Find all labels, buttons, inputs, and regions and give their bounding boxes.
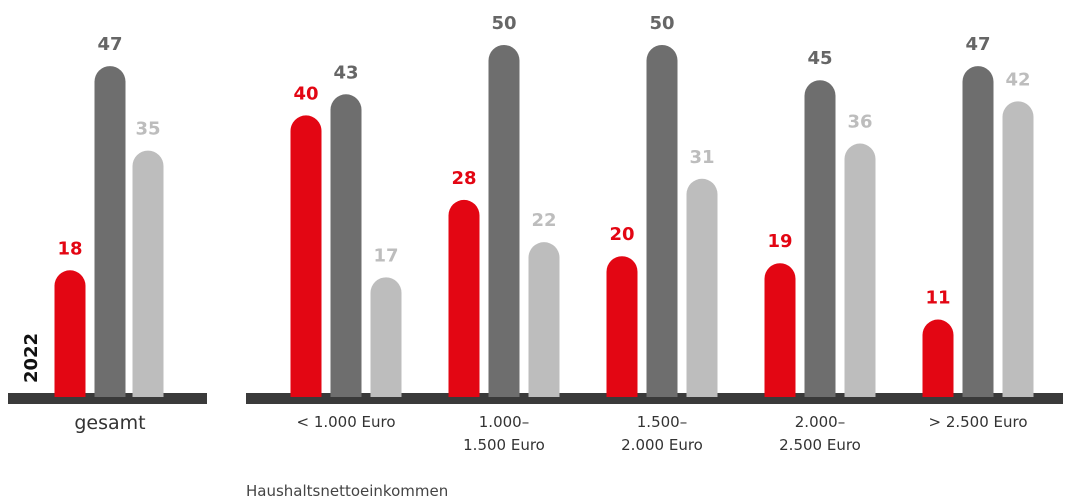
x-tick-label: > 2.500 Euro xyxy=(928,413,1028,431)
x-tick-label: 1.500– 2.000 Euro xyxy=(621,413,703,454)
value-label: 47 xyxy=(965,34,990,55)
value-label: 45 xyxy=(807,48,832,69)
bar xyxy=(132,150,164,397)
bar xyxy=(844,143,876,397)
value-label: 50 xyxy=(649,13,674,34)
bar xyxy=(54,270,86,397)
bar xyxy=(330,94,362,397)
value-label: 17 xyxy=(373,245,398,266)
x-axis-title: Haushaltsnettoeinkommen xyxy=(246,482,449,500)
bar xyxy=(804,80,836,397)
x-tick-label: gesamt xyxy=(74,412,146,434)
value-label: 43 xyxy=(333,62,358,83)
bar xyxy=(922,319,954,397)
value-label: 36 xyxy=(847,112,872,133)
value-label: 31 xyxy=(689,147,714,168)
value-label: 42 xyxy=(1005,69,1030,90)
x-tick-label: < 1.000 Euro xyxy=(296,413,396,431)
bar xyxy=(528,242,560,397)
bar xyxy=(94,66,126,398)
bar xyxy=(606,256,638,397)
bar xyxy=(962,66,994,398)
x-tick-label: 2.000– 2.500 Euro xyxy=(779,413,861,454)
bar xyxy=(448,199,480,397)
value-label: 50 xyxy=(491,13,516,34)
value-label: 20 xyxy=(609,224,634,245)
bar xyxy=(646,44,678,397)
bar xyxy=(1002,101,1034,397)
bar xyxy=(370,277,402,397)
value-label: 28 xyxy=(451,168,476,189)
baseline xyxy=(8,393,207,404)
baseline xyxy=(246,393,1063,404)
x-tick-label: 1.000– 1.500 Euro xyxy=(463,413,545,454)
value-label: 19 xyxy=(767,231,792,252)
bar xyxy=(686,178,718,397)
value-label: 11 xyxy=(925,288,950,309)
value-label: 47 xyxy=(97,34,122,55)
bar xyxy=(488,44,520,397)
value-label: 18 xyxy=(57,238,82,259)
value-label: 35 xyxy=(135,119,160,140)
bar xyxy=(290,115,322,397)
value-label: 40 xyxy=(293,83,318,104)
value-label: 22 xyxy=(531,210,556,231)
bar xyxy=(764,263,796,397)
year-label: 2022 xyxy=(21,333,42,383)
